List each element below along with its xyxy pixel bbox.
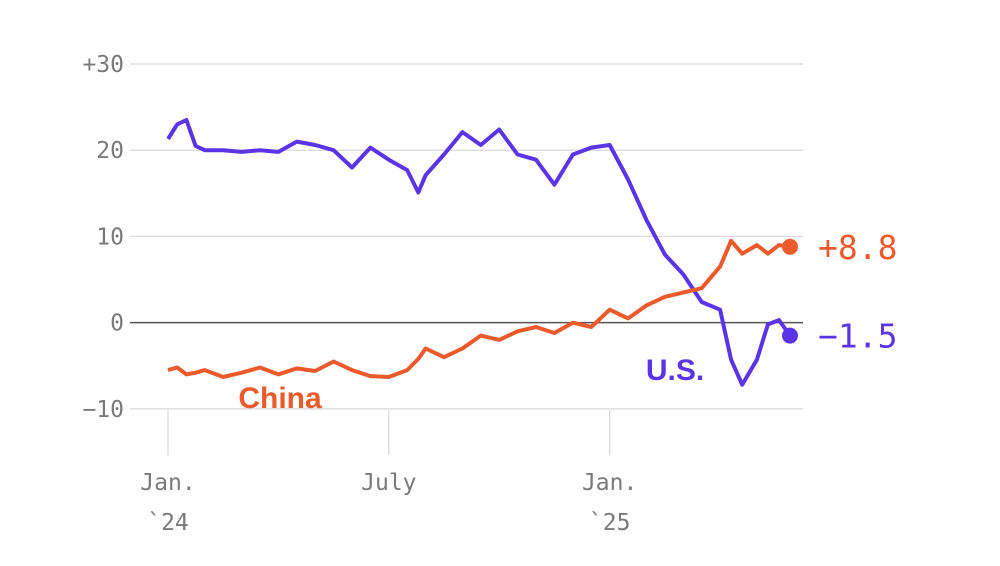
series-line (166, 118, 792, 387)
series-line (167, 238, 791, 379)
y-tick-label: 10 (96, 224, 124, 250)
x-tick-label: Jan. (140, 470, 195, 496)
y-tick-label: 0 (110, 311, 124, 337)
end-label: +8.8 (818, 228, 897, 267)
x-tick-label: `24 (147, 510, 189, 536)
end-dot (782, 327, 798, 344)
series-label: China (238, 382, 322, 415)
end-dot (782, 238, 798, 255)
y-tick-label: +30 (82, 52, 124, 78)
x-tick-label: July (361, 470, 416, 496)
y-tick-label: −10 (82, 397, 124, 423)
series-label: U.S. (646, 354, 704, 387)
y-tick-label: 20 (96, 138, 124, 164)
end-label: −1.5 (818, 317, 897, 356)
x-tick-label: Jan. (582, 470, 637, 496)
x-tick-label: `25 (589, 510, 631, 536)
